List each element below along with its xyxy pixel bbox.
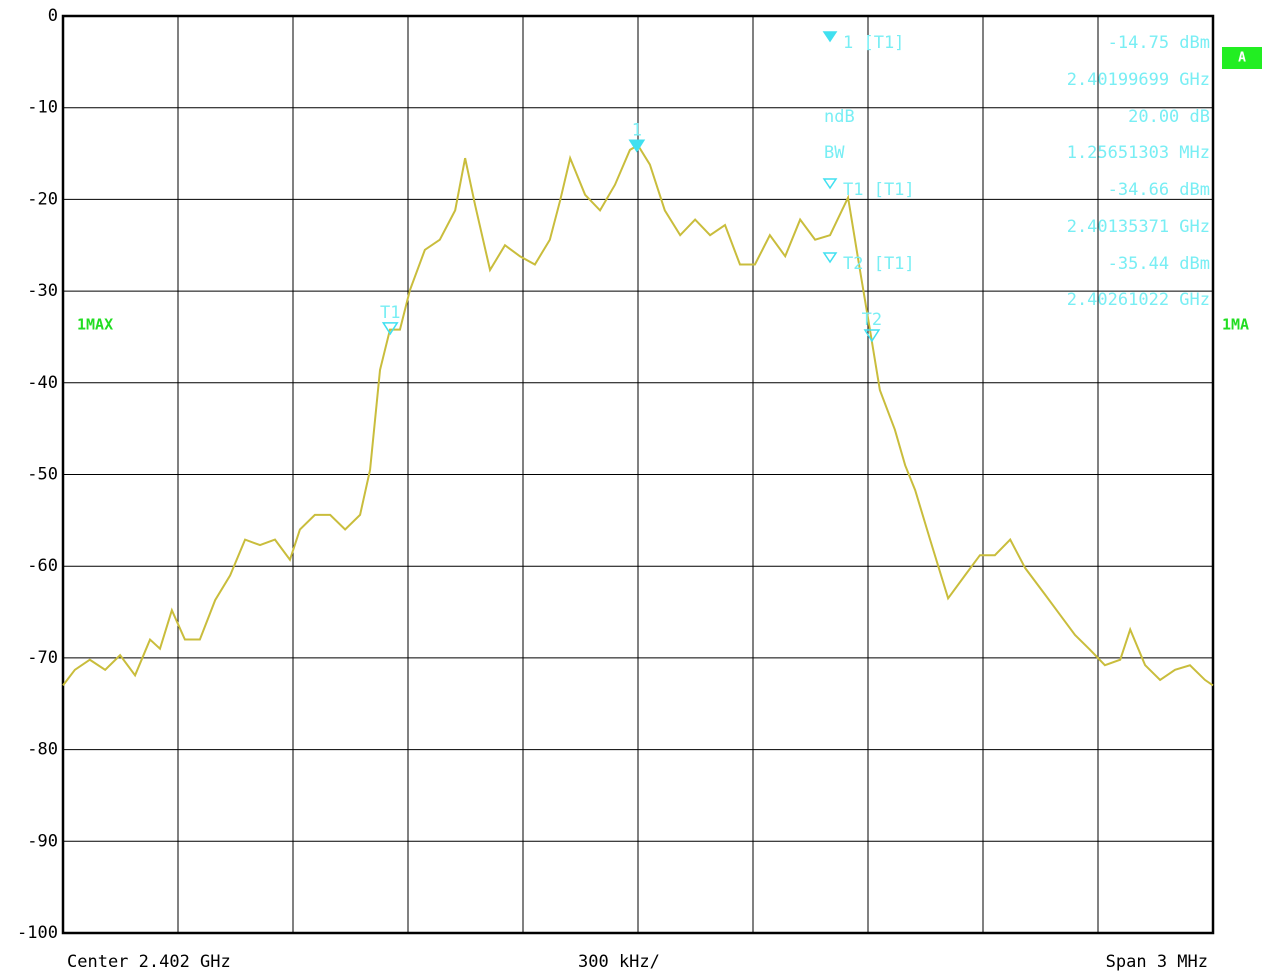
y-tick-label: -70 — [27, 648, 58, 668]
marker-icon — [822, 178, 838, 190]
trace-label-right: 1MA — [1222, 316, 1249, 334]
readout-value: 1.25651303 MHz — [1067, 143, 1210, 163]
readout-value: 20.00 dB — [1128, 107, 1210, 127]
x-span-label: Span 3 MHz — [1106, 952, 1208, 972]
readout-label: BW — [824, 143, 845, 163]
marker-icon — [822, 31, 838, 43]
x-division-label: 300 kHz/ — [578, 952, 660, 972]
y-tick-label: -10 — [27, 98, 58, 118]
x-center-label: Center 2.402 GHz — [67, 952, 231, 972]
readout-value: 2.40261022 GHz — [1067, 290, 1210, 310]
plot-frame — [61, 14, 1215, 935]
y-tick-label: -40 — [27, 373, 58, 393]
readout-label: 1 [T1] — [843, 33, 904, 53]
y-tick-label: -80 — [27, 740, 58, 760]
marker-label: T1 — [380, 303, 400, 323]
y-tick-label: -90 — [27, 831, 58, 851]
readout-label: ndB — [824, 107, 855, 127]
marker-label: 1 — [632, 120, 642, 140]
marker — [863, 329, 881, 343]
y-tick-label: -30 — [27, 281, 58, 301]
y-tick-label: -20 — [27, 189, 58, 209]
marker-icon — [822, 252, 838, 264]
readout-label: T1 [T1] — [843, 180, 915, 200]
y-tick-label: -60 — [27, 556, 58, 576]
marker — [628, 139, 646, 153]
badge-box — [1222, 47, 1262, 69]
y-tick-label: -50 — [27, 465, 58, 485]
readout-value: 2.40199699 GHz — [1067, 70, 1210, 90]
marker — [381, 322, 399, 336]
readout-value: -34.66 dBm — [1108, 180, 1210, 200]
y-tick-label: -100 — [17, 923, 58, 943]
badge: A — [1238, 51, 1246, 66]
readout-value: -35.44 dBm — [1108, 254, 1210, 274]
readout-value: -14.75 dBm — [1108, 33, 1210, 53]
trace — [62, 143, 1214, 687]
readout-label: T2 [T1] — [843, 254, 915, 274]
trace-label: 1MAX — [77, 316, 113, 334]
y-tick-label: 0 — [48, 6, 58, 26]
readout-value: 2.40135371 GHz — [1067, 217, 1210, 237]
marker-label: T2 — [862, 310, 882, 330]
